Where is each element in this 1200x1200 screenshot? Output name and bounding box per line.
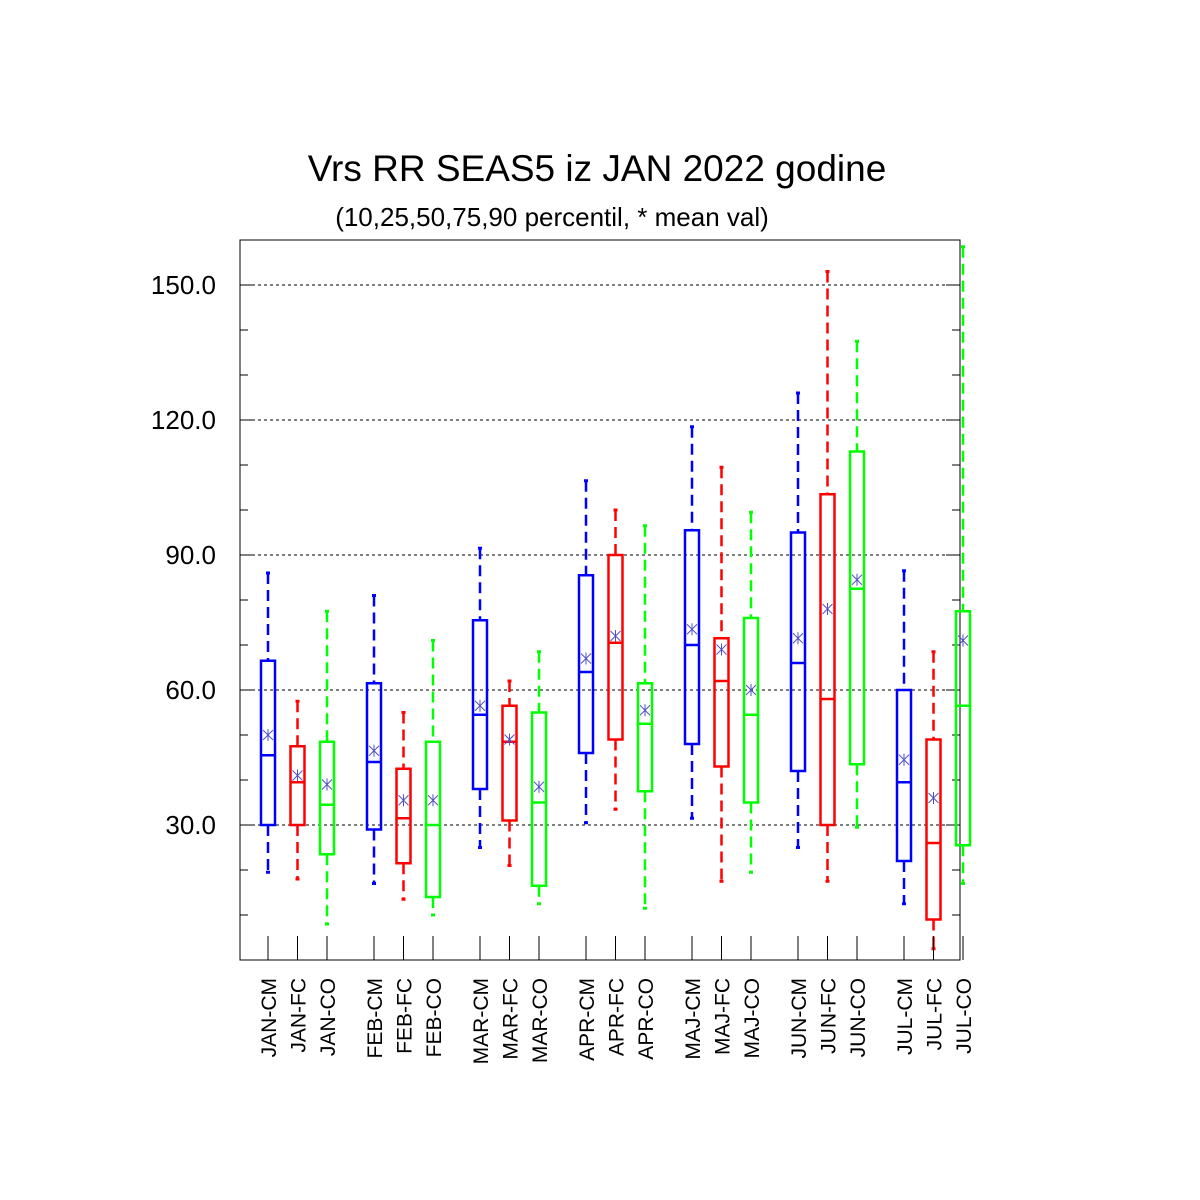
x-tick-label: JUL-FC xyxy=(924,978,947,1050)
x-tick-label: APR-FC xyxy=(606,978,629,1056)
box-feb-fc xyxy=(395,711,412,901)
box-iqr xyxy=(636,682,654,793)
box-maj-co xyxy=(742,510,760,874)
x-tick-label: MAR-FC xyxy=(500,978,523,1060)
x-tick-label: MAR-CM xyxy=(470,978,493,1064)
x-tick-label: FEB-CO xyxy=(423,978,446,1057)
y-tick-label: 30.0 xyxy=(165,810,216,840)
box-jan-cm xyxy=(259,571,277,874)
x-tick-label: JUN-FC xyxy=(818,978,841,1054)
box-iqr xyxy=(789,531,807,773)
box-jan-fc xyxy=(289,699,306,881)
x-tick-label: MAR-CO xyxy=(529,978,552,1063)
x-tick-label: JAN-CO xyxy=(317,978,340,1056)
box-iqr xyxy=(925,738,942,921)
box-iqr xyxy=(289,745,306,827)
box-iqr xyxy=(683,529,701,746)
box-apr-fc xyxy=(607,508,624,811)
box-iqr xyxy=(501,704,518,822)
box-iqr xyxy=(395,767,412,865)
box-iqr xyxy=(895,688,913,863)
x-tick-label: APR-CM xyxy=(576,978,599,1061)
x-tick-label: FEB-CM xyxy=(364,978,387,1059)
box-iqr xyxy=(365,682,383,831)
box-jan-co xyxy=(318,609,336,926)
box-jun-fc xyxy=(819,270,836,883)
box-iqr xyxy=(530,711,548,887)
box-iqr xyxy=(819,493,836,827)
box-jun-co xyxy=(848,339,866,829)
x-tick-label: JAN-CM xyxy=(258,978,281,1057)
box-jul-co xyxy=(954,245,972,885)
box-iqr xyxy=(424,740,442,899)
box-mar-co xyxy=(530,650,548,906)
box-iqr xyxy=(848,450,866,766)
box-iqr xyxy=(471,619,489,791)
x-tick-label: JUN-CM xyxy=(788,978,811,1058)
y-tick-label: 120.0 xyxy=(151,405,216,435)
box-iqr xyxy=(607,553,624,741)
x-tick-label: JUL-CO xyxy=(953,978,976,1054)
plot-frame xyxy=(239,239,961,961)
x-tick-label: MAJ-CM xyxy=(682,978,705,1060)
chart-title-text: Vrs RR SEAS5 iz JAN 2022 godine xyxy=(307,148,887,189)
box-iqr xyxy=(577,574,595,755)
box-feb-cm xyxy=(365,594,383,885)
box-mar-cm xyxy=(471,546,489,849)
box-jun-cm xyxy=(789,391,807,849)
x-tick-label: JAN-FC xyxy=(288,978,311,1053)
y-tick-label: 150.0 xyxy=(151,270,216,300)
box-mar-fc xyxy=(501,679,518,867)
x-tick-label: JUL-CM xyxy=(894,978,917,1055)
box-jul-cm xyxy=(895,569,913,906)
x-tick-label: APR-CO xyxy=(635,978,658,1060)
chart-subtitle-text: (10,25,50,75,90 percentil, * mean val) xyxy=(335,202,769,232)
x-tick-label: MAJ-FC xyxy=(712,978,735,1055)
y-tick-label: 90.0 xyxy=(165,540,216,570)
box-iqr xyxy=(259,659,277,827)
chart-title: Vrs RR SEAS5 iz JAN 2022 godine xyxy=(0,148,1200,190)
box-feb-co xyxy=(424,639,442,917)
box-maj-cm xyxy=(683,425,701,820)
box-apr-cm xyxy=(577,479,595,825)
box-iqr xyxy=(742,616,760,804)
chart-subtitle: (10,25,50,75,90 percentil, * mean val) xyxy=(0,202,1200,233)
box-apr-co xyxy=(636,524,654,910)
box-iqr xyxy=(318,740,336,856)
y-tick-label: 60.0 xyxy=(165,675,216,705)
box-jul-fc xyxy=(925,650,942,951)
x-tick-label: JUN-CO xyxy=(847,978,870,1057)
box-iqr xyxy=(713,637,730,768)
x-tick-label: FEB-FC xyxy=(394,978,417,1054)
box-maj-fc xyxy=(713,465,730,883)
box-iqr xyxy=(954,610,972,847)
x-tick-label: MAJ-CO xyxy=(741,978,764,1059)
